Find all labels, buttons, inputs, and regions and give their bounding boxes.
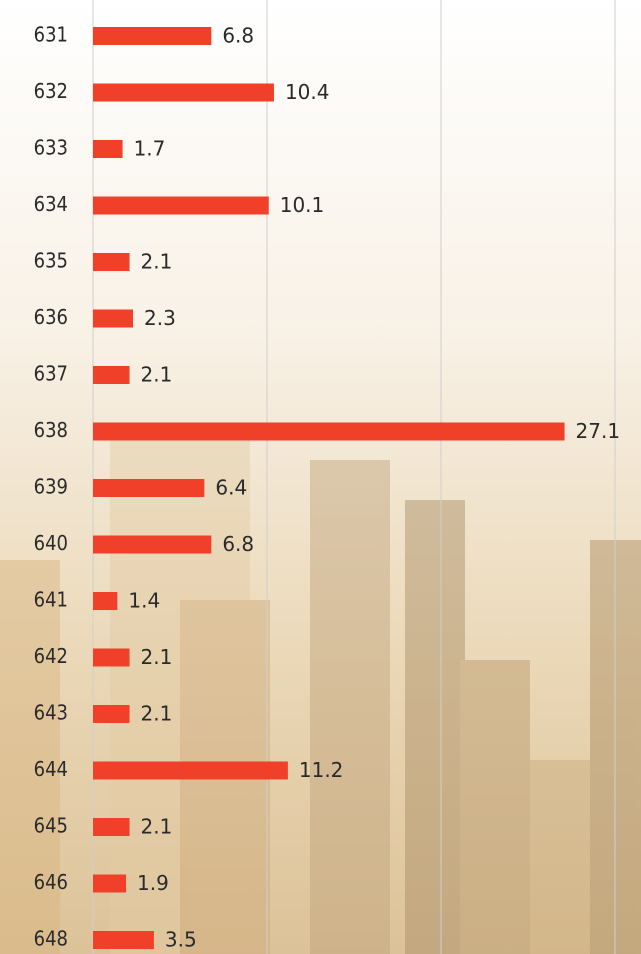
chart: 631 6.8 632 10.4 633 1.7 634 10.1 635 2.1 636 2.3 63…: [0, 0, 641, 954]
bar: [93, 479, 204, 497]
value-label: 2.1: [141, 250, 173, 274]
bar: [93, 140, 123, 158]
bar: [93, 818, 130, 836]
bar: [93, 649, 130, 667]
bar: [93, 84, 274, 102]
category-label: 640: [34, 531, 68, 555]
category-label: 637: [34, 362, 68, 386]
value-label: 2.3: [144, 306, 176, 330]
bar: [93, 27, 211, 45]
bar: [93, 310, 133, 328]
category-label: 644: [34, 757, 68, 781]
category-label: 632: [34, 79, 68, 103]
value-label: 27.1: [576, 419, 621, 443]
value-label: 1.9: [137, 871, 169, 895]
value-label: 6.8: [222, 24, 254, 48]
value-label: 6.8: [222, 532, 254, 556]
category-label: 648: [34, 927, 68, 951]
value-label: 2.1: [141, 815, 173, 839]
category-label: 636: [34, 305, 68, 329]
bar: [93, 366, 130, 384]
value-label: 2.1: [141, 702, 173, 726]
value-label: 11.2: [299, 758, 344, 782]
value-label: 10.4: [285, 80, 330, 104]
value-label: 1.4: [128, 589, 160, 613]
bar: [93, 536, 211, 554]
category-label: 643: [34, 701, 68, 725]
category-label: 641: [34, 588, 68, 612]
category-label: 634: [34, 192, 68, 216]
bar: [93, 592, 117, 610]
category-label: 642: [34, 644, 68, 668]
value-label: 2.1: [141, 645, 173, 669]
bar: [93, 197, 269, 215]
value-label: 10.1: [280, 193, 325, 217]
bar: [93, 762, 288, 780]
value-label: 3.5: [165, 928, 197, 952]
category-label: 633: [34, 136, 68, 160]
value-label: 6.4: [215, 476, 247, 500]
bar: [93, 423, 565, 441]
category-label: 646: [34, 870, 68, 894]
bar: [93, 931, 154, 949]
bar: [93, 875, 126, 893]
category-label: 631: [34, 23, 68, 47]
value-label: 1.7: [134, 137, 166, 161]
category-label: 635: [34, 249, 68, 273]
category-label: 638: [34, 418, 68, 442]
bar: [93, 705, 130, 723]
bar: [93, 253, 130, 271]
category-label: 639: [34, 475, 68, 499]
value-label: 2.1: [141, 363, 173, 387]
category-label: 645: [34, 814, 68, 838]
